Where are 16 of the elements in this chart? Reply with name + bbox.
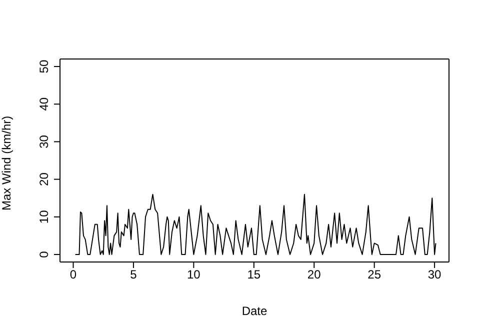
y-tick-label: 0 [37, 250, 51, 258]
y-tick-label: 50 [37, 60, 51, 74]
y-tick-label: 30 [37, 134, 51, 148]
x-tick-label: 10 [187, 268, 201, 282]
y-tick-label: 40 [37, 97, 51, 111]
y-tick-label: 10 [37, 210, 51, 224]
y-axis-title: Max Wind (km/hr) [0, 116, 14, 210]
x-axis-title: Date [242, 304, 268, 318]
line-series [74, 194, 436, 255]
x-tick-label: 20 [307, 268, 322, 282]
x-tick-label: 5 [130, 268, 138, 282]
x-tick-label: 30 [428, 268, 442, 282]
y-tick-label: 20 [37, 172, 51, 186]
x-tick-label: 0 [70, 268, 77, 282]
x-tick-label: 15 [247, 268, 261, 282]
x-tick-label: 25 [368, 268, 382, 282]
